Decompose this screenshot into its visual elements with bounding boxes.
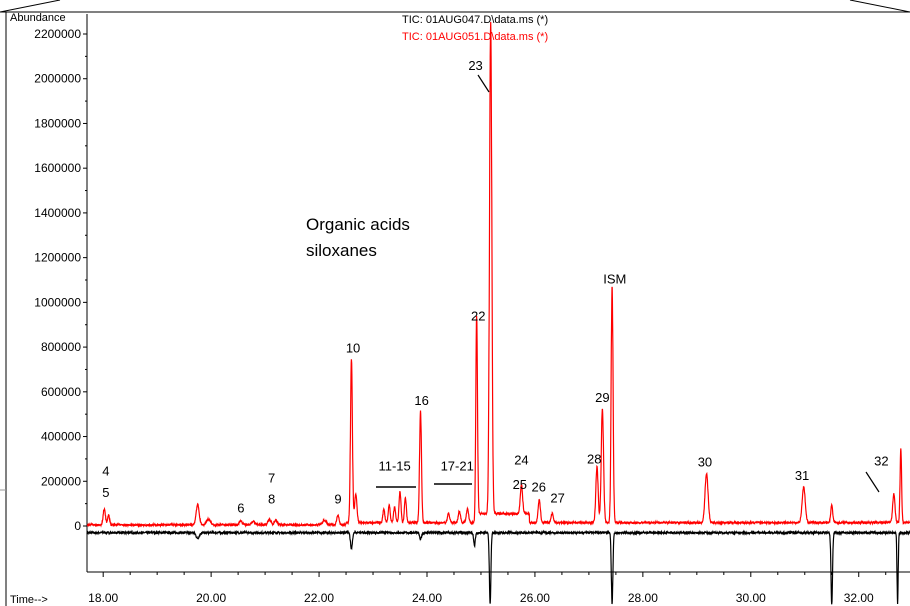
series-line-1 xyxy=(86,529,910,605)
peak-label: 17-21 xyxy=(441,459,474,474)
peak-label: 24 xyxy=(514,453,528,468)
x-axis-title: Time--> xyxy=(10,594,48,606)
y-tick-label: 600000 xyxy=(41,385,81,399)
peak-label: 5 xyxy=(102,485,109,500)
peak-label: 9 xyxy=(334,492,341,507)
peak-label: 31 xyxy=(795,468,809,483)
y-tick-label: 400000 xyxy=(41,430,81,444)
peak-label: 22 xyxy=(471,308,485,323)
frame-top-left-slant xyxy=(0,0,61,13)
y-tick-label: 2000000 xyxy=(34,72,81,86)
peak-label: 30 xyxy=(698,455,712,470)
peak-label: 23 xyxy=(468,58,482,73)
y-tick-label: 800000 xyxy=(41,340,81,354)
x-tick-label: 18.00 xyxy=(88,591,118,605)
y-tick-label: 1600000 xyxy=(34,161,81,175)
y-tick-label: 200000 xyxy=(41,474,81,488)
peak-label: 10 xyxy=(346,341,360,356)
series-line-2 xyxy=(86,21,910,528)
y-tick-label: 0 xyxy=(74,519,81,533)
peak-label: 27 xyxy=(550,491,564,506)
peak-label: 26 xyxy=(531,479,545,494)
peak-label: 6 xyxy=(237,501,244,516)
legend-series-2: TIC: 01AUG051.D\data.ms (*) xyxy=(402,31,548,43)
organic-acids-label: Organic acids xyxy=(306,215,410,234)
peak-label: 28 xyxy=(587,451,601,466)
peak-label: 32 xyxy=(874,454,888,469)
annotations-group: 4 5 6 7 8 9 10 11-15 16 17-21 22 23 24 25 26 27 28 29 ISM 3… xyxy=(102,58,888,516)
peak-label: 16 xyxy=(414,393,428,408)
peak-label: 25 xyxy=(513,477,527,492)
y-tick-label: 1400000 xyxy=(34,206,81,220)
axes-group: 0 200000 400000 600000 800000 1000000 1200000 1… xyxy=(34,14,910,605)
x-tick-label: 30.00 xyxy=(736,591,766,605)
x-tick-label: 26.00 xyxy=(520,591,550,605)
x-tick-label: 22.00 xyxy=(304,591,334,605)
legend-series-1: TIC: 01AUG047.D\data.ms (*) xyxy=(402,14,548,26)
peak-label: 7 xyxy=(268,470,275,485)
x-tick-label: 28.00 xyxy=(628,591,658,605)
y-tick-label: 1800000 xyxy=(34,116,81,130)
peak-label: 11-15 xyxy=(378,459,410,474)
x-tick-label: 20.00 xyxy=(196,591,226,605)
leader-32 xyxy=(865,471,880,493)
peak-label: ISM xyxy=(603,271,626,286)
series-group xyxy=(86,21,910,605)
y-tick-label: 1200000 xyxy=(34,251,81,265)
peak-label: 29 xyxy=(595,390,609,405)
x-tick-label: 32.00 xyxy=(844,591,874,605)
peak-label: 8 xyxy=(268,492,275,507)
y-tick-label: 2200000 xyxy=(34,27,81,41)
y-tick-label: 1000000 xyxy=(34,295,81,309)
x-tick-label: 24.00 xyxy=(412,591,442,605)
y-axis-title: Abundance xyxy=(10,12,66,24)
siloxanes-label: siloxanes xyxy=(306,241,377,260)
frame-top-right-slant xyxy=(849,0,910,13)
leader-23 xyxy=(477,74,490,93)
peak-label: 4 xyxy=(102,464,109,479)
